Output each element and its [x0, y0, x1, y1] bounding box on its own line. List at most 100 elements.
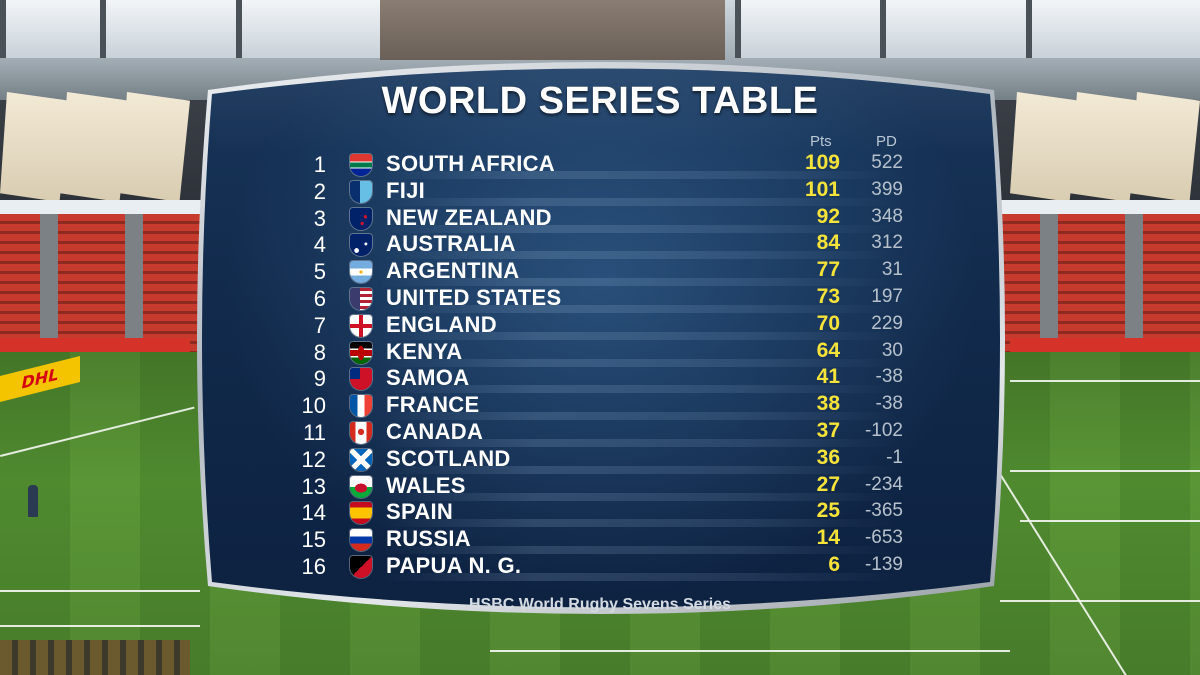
row-highlight [380, 197, 900, 206]
stand-aisle [40, 214, 58, 354]
team-name: NEW ZEALAND [386, 204, 552, 230]
ad-board [1010, 338, 1200, 352]
row-highlight [380, 519, 900, 528]
pitch-line [0, 590, 200, 592]
points-value: 38 [816, 392, 840, 416]
point-difference-value: 312 [871, 232, 903, 254]
scoreboard-footer: HSBC World Rugby Sevens Series [469, 596, 731, 613]
row-highlight [380, 439, 900, 447]
row-highlight [380, 278, 900, 287]
row-highlight [380, 546, 900, 555]
point-difference-value: -139 [864, 554, 903, 575]
points-value: 27 [816, 472, 840, 496]
table-row: 2 FIJI 101 399 [280, 177, 920, 206]
row-highlight [380, 224, 900, 233]
points-value: 64 [816, 338, 840, 362]
points-value: 36 [816, 445, 840, 469]
table-row: 11 CANADA 37 -102 [280, 419, 920, 447]
table-row: 13 WALES 27 -234 [280, 472, 920, 501]
table-row: 1 SOUTH AFRICA 109 522 [280, 151, 920, 179]
points-value: 84 [816, 231, 840, 255]
team-name: UNITED STATES [386, 285, 562, 310]
rank-number: 3 [313, 205, 326, 231]
point-difference-value: 31 [881, 259, 903, 281]
point-difference-value: 348 [871, 205, 903, 227]
points-value: 14 [816, 526, 840, 550]
points-value: 6 [828, 553, 840, 576]
points-value: 41 [816, 365, 840, 389]
points-value: 109 [804, 151, 840, 174]
points-value: 77 [816, 258, 840, 282]
pitch-line [490, 650, 1010, 652]
team-name: SOUTH AFRICA [386, 151, 555, 176]
points-value: 73 [816, 285, 840, 308]
table-row: 7 ENGLAND 70 229 [280, 311, 920, 340]
point-difference-value: -1 [886, 446, 903, 468]
pitch-line [0, 625, 200, 627]
point-difference-value: 229 [871, 312, 903, 334]
pitch-line [1010, 380, 1200, 382]
rank-number: 15 [301, 527, 326, 553]
roof-sail [0, 92, 70, 202]
rank-number: 9 [313, 366, 326, 392]
france-flag-icon [350, 395, 372, 418]
table-row: 15 RUSSIA 14 -653 [280, 526, 920, 555]
team-name: FRANCE [386, 392, 480, 418]
fiji-flag-icon [350, 180, 372, 203]
spain-flag-icon [350, 502, 372, 525]
kenya-flag-icon [350, 341, 372, 364]
roof-sail [60, 92, 130, 202]
roof-sail [1070, 92, 1140, 202]
table-row: 3 NEW ZEALAND 92 348 [280, 204, 920, 233]
point-difference-value: -102 [864, 420, 903, 441]
australia-flag-icon [350, 234, 372, 257]
stand-aisle [125, 214, 143, 354]
pd-column-header: PD [876, 133, 897, 150]
team-name: ARGENTINA [386, 258, 520, 284]
table-row: 5 ARGENTINA 77 31 [280, 258, 920, 287]
table-row: 16 PAPUA N. G. 6 -139 [280, 553, 920, 581]
rank-number: 16 [301, 554, 326, 579]
wales-flag-icon [350, 475, 372, 498]
rank-number: 4 [313, 232, 326, 258]
row-highlight [380, 573, 900, 581]
team-name: WALES [386, 472, 466, 498]
row-highlight [380, 305, 900, 313]
rank-number: 14 [301, 500, 326, 526]
team-name: ENGLAND [386, 311, 497, 337]
team-name: AUSTRALIA [386, 231, 516, 257]
roof-sail [120, 92, 190, 202]
point-difference-value: -234 [864, 473, 903, 495]
pitch-line [1010, 470, 1200, 472]
points-value: 101 [804, 177, 840, 201]
point-difference-value: 197 [871, 286, 903, 307]
rank-number: 1 [313, 152, 326, 177]
rank-number: 11 [303, 420, 326, 445]
roof-beam [380, 0, 725, 60]
table-row: 6 UNITED STATES 73 197 [280, 285, 920, 313]
rank-number: 7 [313, 312, 326, 338]
russia-flag-icon [350, 529, 372, 552]
table-row: 10 FRANCE 38 -38 [280, 392, 920, 421]
team-name: SCOTLAND [386, 445, 511, 471]
team-name: PAPUA N. G. [386, 553, 522, 578]
team-name: KENYA [386, 338, 463, 364]
roof-window [1026, 0, 1200, 58]
rank-number: 8 [313, 339, 326, 365]
point-difference-value: 30 [881, 339, 903, 361]
row-highlight [380, 331, 900, 340]
point-difference-value: -38 [875, 366, 903, 388]
south-africa-flag-icon [350, 154, 372, 176]
roof-window [735, 0, 881, 58]
roof-window [100, 0, 236, 58]
canada-flag-icon [350, 422, 372, 444]
team-name: FIJI [386, 177, 426, 203]
table-row: 12 SCOTLAND 36 -1 [280, 445, 920, 474]
table-row: 4 AUSTRALIA 84 312 [280, 231, 920, 260]
bench-seating [0, 640, 190, 675]
roof-window [0, 0, 101, 58]
team-name: SAMOA [386, 365, 470, 391]
stand-aisle [1125, 214, 1143, 354]
argentina-flag-icon [350, 261, 372, 284]
points-value: 92 [816, 204, 840, 228]
